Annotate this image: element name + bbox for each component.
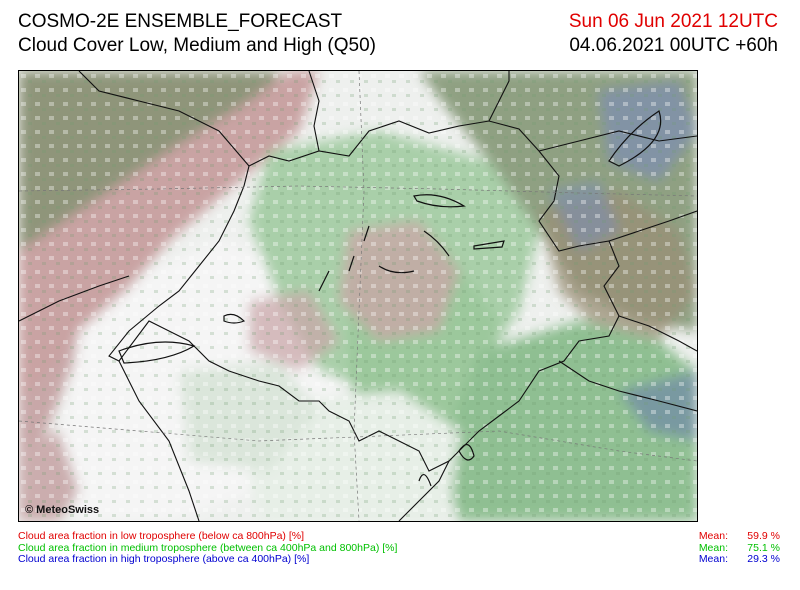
- legend-medium-label: Cloud area fraction in medium tropospher…: [18, 541, 398, 554]
- legend-row-low: Cloud area fraction in low troposphere (…: [18, 530, 780, 543]
- valid-time: Sun 06 Jun 2021 12UTC: [568, 11, 778, 32]
- model-title: COSMO-2E ENSEMBLE_FORECAST: [18, 11, 343, 32]
- legend: Cloud area fraction in low troposphere (…: [18, 530, 780, 566]
- run-time: 04.06.2021 00UTC +60h: [569, 35, 778, 56]
- legend-medium-mean-label: Mean:: [698, 541, 728, 554]
- legend-medium-mean-value: 75.1 %: [747, 541, 780, 554]
- legend-low-label: Cloud area fraction in low troposphere (…: [18, 530, 304, 542]
- meteoswiss-credit: © MeteoSwiss: [25, 504, 100, 516]
- legend-low-mean-value: 59.9 %: [747, 530, 780, 542]
- legend-low-mean-label: Mean:: [698, 530, 728, 542]
- date-block: Sun 06 Jun 2021 12UTC 04.06.2021 00UTC +…: [569, 10, 778, 58]
- cloud-cover-field: [19, 71, 697, 521]
- legend-row-high: Cloud area fraction in high troposphere …: [18, 553, 780, 566]
- forecast-map: © MeteoSwiss: [18, 70, 698, 522]
- legend-high-label: Cloud area fraction in high troposphere …: [18, 553, 310, 565]
- legend-high-mean-label: Mean:: [698, 553, 728, 565]
- regional-borders: [19, 71, 697, 521]
- legend-high-mean-value: 29.3 %: [747, 553, 780, 565]
- lakes: [118, 110, 662, 487]
- product-title: Cloud Cover Low, Medium and High (Q50): [18, 35, 377, 56]
- legend-row-medium: Cloud area fraction in medium tropospher…: [18, 541, 780, 555]
- title-block: COSMO-2E ENSEMBLE_FORECAST Cloud Cover L…: [18, 10, 376, 58]
